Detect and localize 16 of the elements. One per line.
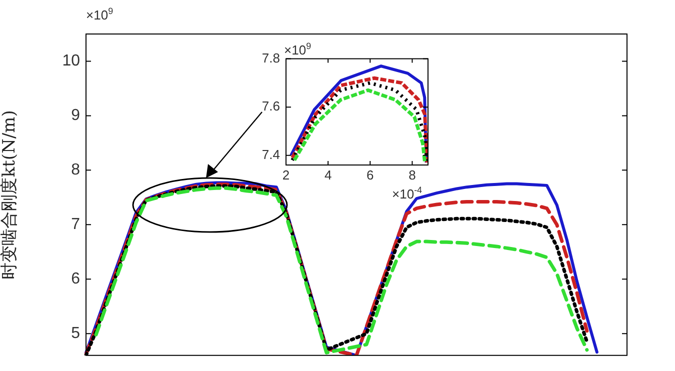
y-tick-label: 7.8 bbox=[262, 50, 280, 66]
x-tick-label: 8 bbox=[408, 167, 416, 182]
y-tick-label: 6 bbox=[71, 270, 80, 288]
y-tick-label: 7.6 bbox=[262, 98, 280, 114]
annotation: ×10$^{-4}$ bbox=[392, 185, 422, 202]
y-tick-label: 7.4 bbox=[262, 146, 280, 162]
text: ×10$^{9}$ bbox=[86, 6, 114, 22]
y-tick-label: 9 bbox=[71, 107, 80, 124]
y-tick-label: 5 bbox=[71, 325, 80, 342]
x-tick-label: 4 bbox=[324, 167, 332, 182]
y-tick-label: 7 bbox=[71, 216, 80, 234]
x-tick-label: 2 bbox=[282, 167, 290, 182]
annotation: ×10$^{9}$ bbox=[284, 41, 312, 58]
y-axis-title: 时变啮合刚度kt(N/m) bbox=[0, 110, 20, 280]
x-tick-label: 6 bbox=[366, 167, 374, 182]
y-tick-label: 10 bbox=[62, 52, 80, 70]
